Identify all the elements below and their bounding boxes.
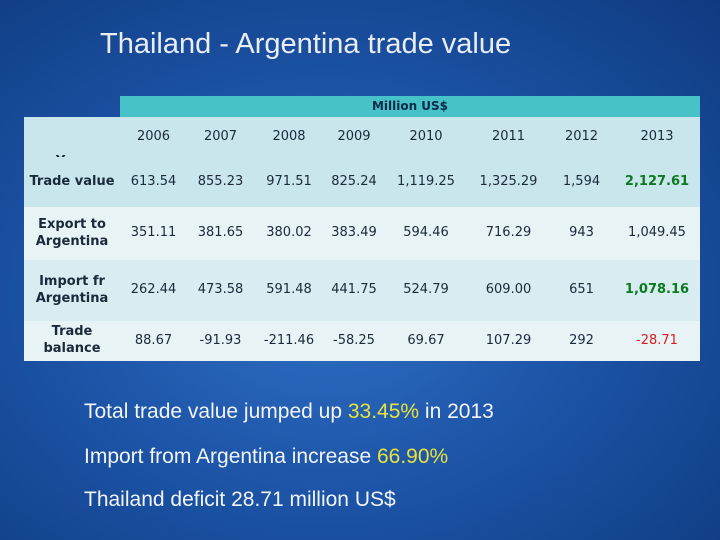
- table-cell: 441.75: [324, 260, 384, 321]
- trade-table: Million US$ Year 20062007200820092010201…: [24, 96, 700, 361]
- table-cell: 383.49: [324, 207, 384, 260]
- table-cell: 1,078.16: [614, 260, 700, 321]
- table-cell: 1,049.45: [614, 207, 700, 260]
- table-cell: 380.02: [254, 207, 324, 260]
- year-header: 2011: [468, 117, 549, 157]
- unit-header: Million US$: [120, 96, 700, 117]
- table-cell: -58.25: [324, 321, 384, 361]
- table-cell: 524.79: [384, 260, 468, 321]
- table-cell: 855.23: [187, 157, 254, 207]
- table-cell: 381.65: [187, 207, 254, 260]
- note-import-percent: 66.90%: [376, 445, 449, 468]
- table-cell: 88.67: [120, 321, 187, 361]
- table-cell: 262.44: [120, 260, 187, 321]
- year-header: 2007: [187, 117, 254, 157]
- table-cell: 69.67: [384, 321, 468, 361]
- table-cell: 825.24: [324, 157, 384, 207]
- table-cell: 591.48: [254, 260, 324, 321]
- year-header: 2009: [324, 117, 384, 157]
- year-header: 2013: [614, 117, 700, 157]
- table-cell: 651: [549, 260, 614, 321]
- row-label: Trade value: [24, 157, 120, 207]
- table-cell: 1,325.29: [468, 157, 549, 207]
- note-deficit: Thailand deficit 28.71 million US$: [84, 488, 396, 511]
- table-cell: 943: [549, 207, 614, 260]
- table-cell: 351.11: [120, 207, 187, 260]
- year-header: 2006: [120, 117, 187, 157]
- note-import: Import from Argentina increase 66.90%: [84, 445, 448, 469]
- table-cell: 1,119.25: [384, 157, 468, 207]
- table-cell: 594.46: [384, 207, 468, 260]
- year-header: 2010: [384, 117, 468, 157]
- table-cell: 971.51: [254, 157, 324, 207]
- note-total-trade: Total trade value jumped up 33.45% in 20…: [84, 400, 494, 424]
- year-header: 2008: [254, 117, 324, 157]
- slide-title: Thailand - Argentina trade value: [100, 28, 512, 60]
- note-total-suffix: in 2013: [419, 400, 494, 423]
- year-header: 2012: [549, 117, 614, 157]
- table-cell: -28.71: [614, 321, 700, 361]
- table-cell: 473.58: [187, 260, 254, 321]
- table-cell: 613.54: [120, 157, 187, 207]
- table-cell: 716.29: [468, 207, 549, 260]
- row-label: Import fr Argentina: [24, 260, 120, 321]
- table-cell: 609.00: [468, 260, 549, 321]
- table-cell: 2,127.61: [614, 157, 700, 207]
- table-cell: -211.46: [254, 321, 324, 361]
- note-import-text: Import from Argentina increase: [84, 445, 377, 468]
- row-label: Trade balance: [24, 321, 120, 361]
- row-label: Export to Argentina: [24, 207, 120, 260]
- table-cell: 107.29: [468, 321, 549, 361]
- note-total-percent: 33.45%: [347, 400, 420, 423]
- table-cell: 292: [549, 321, 614, 361]
- table-cell: -91.93: [187, 321, 254, 361]
- note-total-text: Total trade value jumped up: [84, 400, 348, 423]
- table-cell: 1,594: [549, 157, 614, 207]
